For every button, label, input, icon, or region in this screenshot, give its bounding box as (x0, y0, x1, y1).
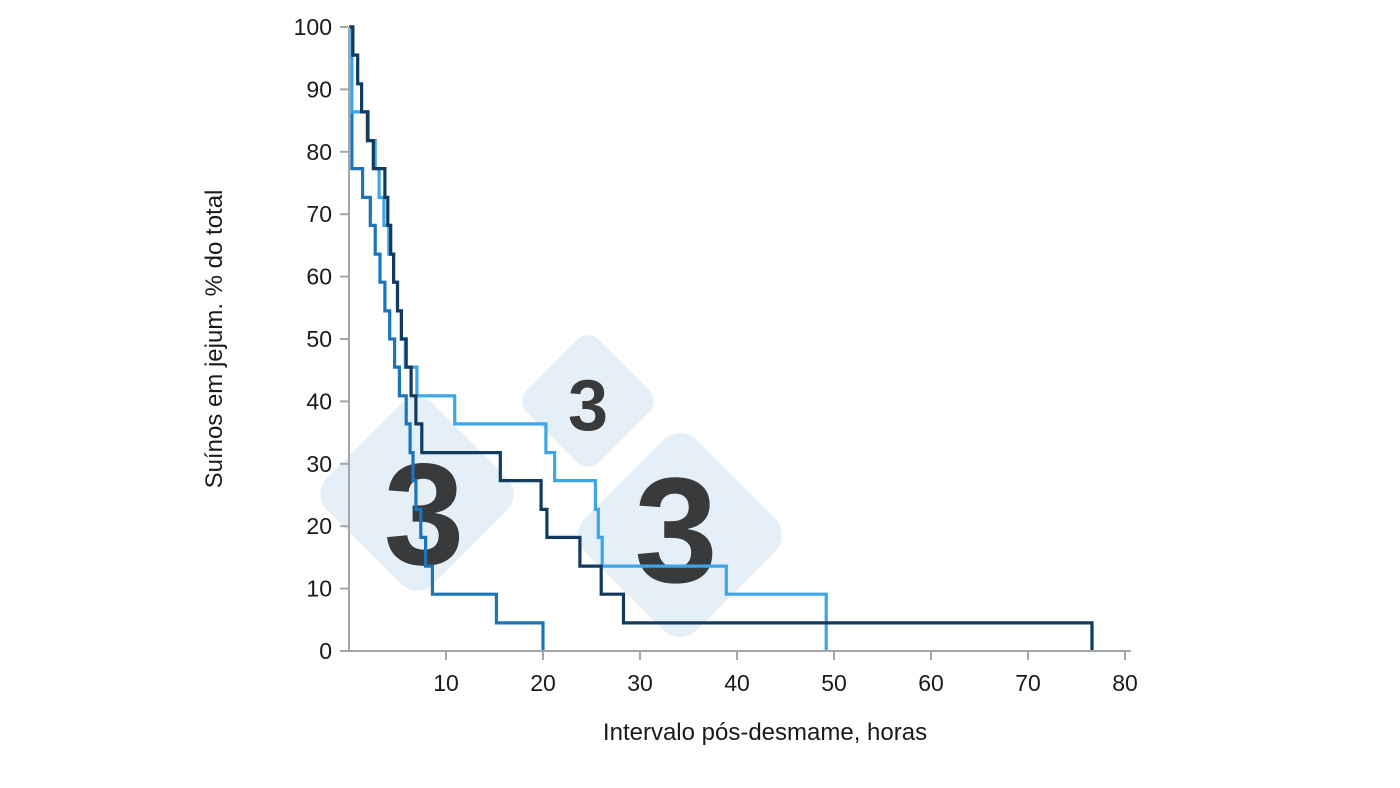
x-tick-label: 10 (433, 670, 459, 696)
y-tick-label: 30 (306, 451, 332, 477)
y-tick-label: 50 (306, 326, 332, 352)
axes (348, 27, 1131, 652)
watermark-333-logo: 33 3 (320, 335, 782, 637)
y-tick-label: 100 (294, 14, 332, 40)
x-tick-label: 80 (1112, 670, 1138, 696)
y-tick-label: 70 (306, 201, 332, 227)
series-curves (349, 25, 1094, 651)
watermark-diamond (522, 335, 654, 467)
y-tick-label: 80 (306, 139, 332, 165)
watermark-3-glyph: 3 (568, 366, 608, 446)
y-tick-label: 60 (306, 264, 332, 290)
watermark-diamond (578, 433, 782, 637)
x-tick-label: 30 (627, 670, 653, 696)
y-tick-label: 0 (319, 638, 332, 664)
x-axis-ticks: 10 20 30 40 50 60 70 80 (433, 652, 1138, 696)
x-tick-label: 60 (918, 670, 944, 696)
series-curve-dark-navy (349, 25, 1094, 651)
y-axis-title: Suínos em jejum. % do total (201, 190, 228, 489)
y-tick-label: 20 (306, 513, 332, 539)
x-tick-label: 50 (821, 670, 847, 696)
x-tick-label: 40 (724, 670, 750, 696)
y-tick-label: 40 (306, 388, 332, 414)
x-tick-label: 20 (530, 670, 556, 696)
x-axis-title: Intervalo pós-desmame, horas (603, 719, 927, 746)
watermark-3-glyph: 3 (384, 433, 465, 595)
y-axis-ticks: 0 10 20 30 40 50 60 70 80 90 100 (294, 14, 348, 664)
watermark-3-glyph: 3 (634, 446, 717, 614)
x-tick-label: 70 (1015, 670, 1041, 696)
series-curve-medium-blue (349, 25, 545, 651)
y-tick-label: 10 (306, 576, 332, 602)
y-tick-label: 90 (306, 76, 332, 102)
